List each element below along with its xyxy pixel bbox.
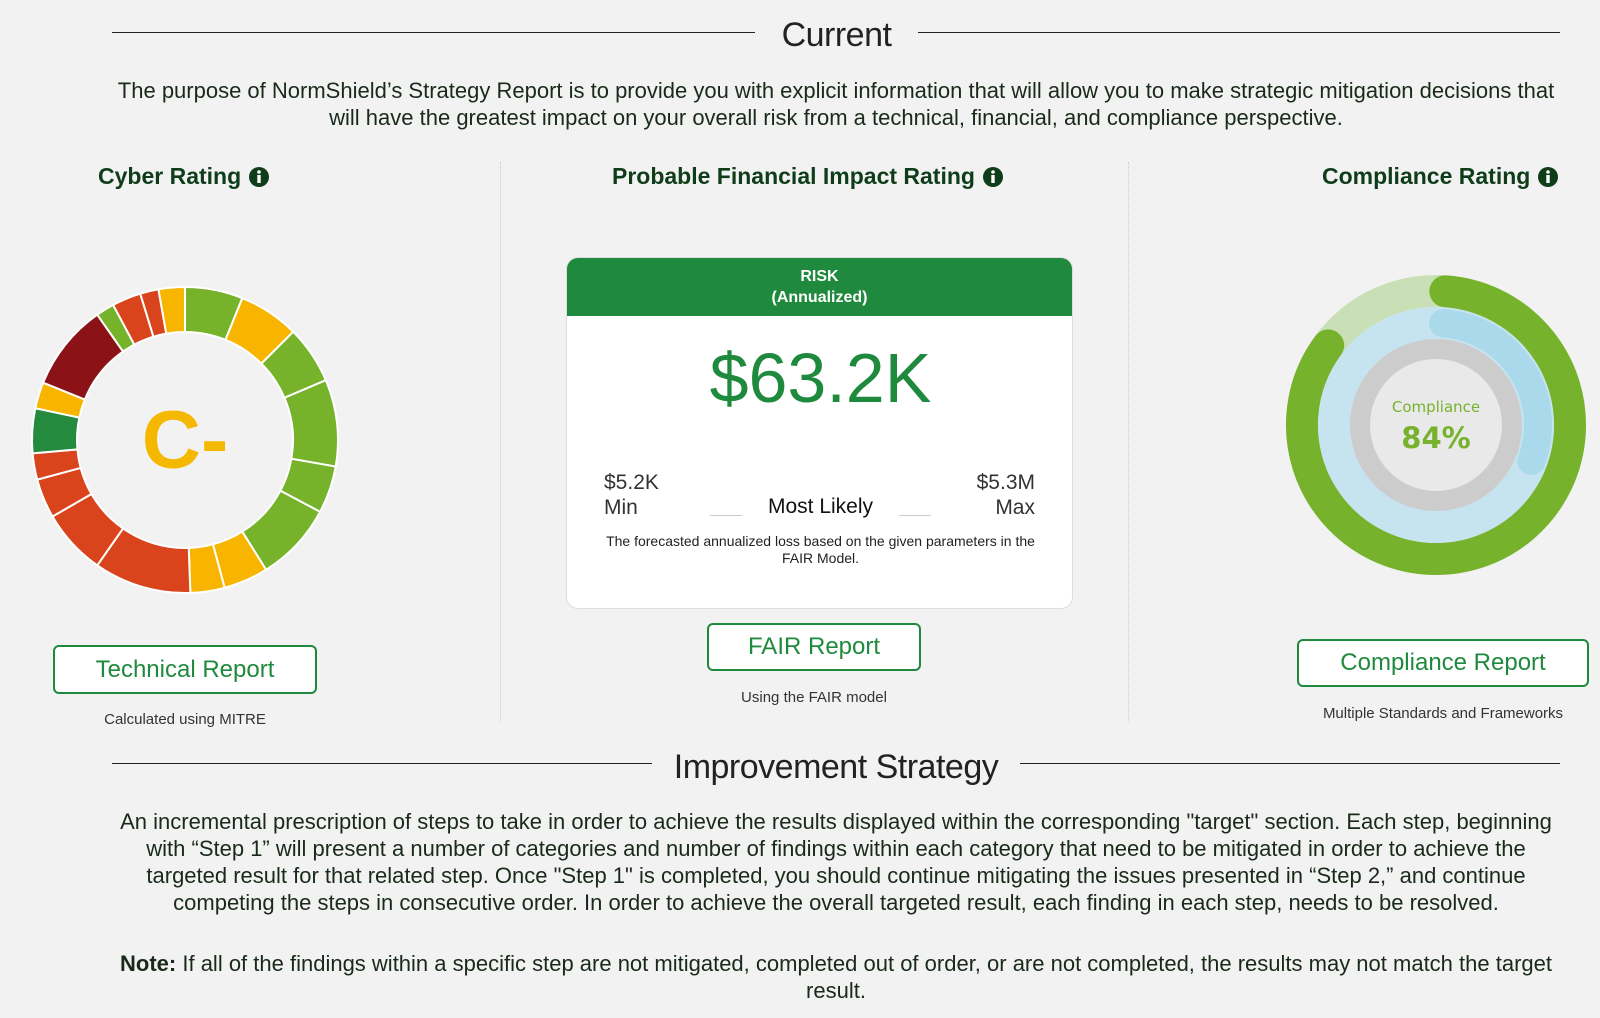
card-description: The forecasted annualized loss based on … [606,533,1035,566]
dash [899,515,931,516]
card-subtitle: (Annualized) [771,289,868,306]
note-text: If all of the findings within a specific… [182,951,1552,1003]
donut-segment [157,285,186,335]
divider-line [112,32,755,33]
financial-heading: Probable Financial Impact Rating [612,163,1003,190]
ring-progress [1286,275,1586,575]
risk-value: $63.2K [709,339,932,417]
compliance-heading: Compliance Rating [1322,163,1559,190]
column-divider [1128,162,1129,722]
card-header: RISK (Annualized) [567,258,1072,316]
cyber-donut: C- [31,285,339,594]
divider-line [918,32,1560,33]
info-icon[interactable] [982,166,1003,187]
section-title: Current [781,16,892,54]
dash [710,515,742,516]
improvement-description: An incremental prescription of steps to … [120,809,1552,915]
column-divider [500,162,501,722]
min-label: Min [604,496,638,519]
risk-card: RISK (Annualized) $63.2K $5.2K Min Most … [566,257,1073,609]
divider-line [112,763,652,764]
grade: C- [142,395,229,486]
max-value: $5.3M [976,471,1035,494]
compliance-label: Compliance [1392,398,1480,416]
compliance-report-button[interactable]: Compliance Report [1297,639,1589,687]
min-block: $5.2K Min [604,470,659,520]
improvement-note: Note: If all of the findings within a sp… [112,950,1560,1004]
min-value: $5.2K [604,471,659,494]
note: Using the FAIR model [741,689,887,706]
heading-text: Probable Financial Impact Rating [612,163,975,189]
compliance-rings: Compliance 84% [1286,275,1586,575]
note: Calculated using MITRE [104,711,266,728]
info-icon[interactable] [249,166,270,187]
heading-text: Cyber Rating [98,163,242,189]
max-label: Max [995,496,1035,519]
info-icon[interactable] [1538,166,1559,187]
cyber-heading: Cyber Rating [98,163,270,190]
section-title: Improvement Strategy [673,748,999,786]
heading-text: Compliance Rating [1322,163,1531,189]
max-block: $5.3M Max [977,470,1035,520]
card-title: RISK [800,268,839,285]
divider-line [1020,763,1560,764]
technical-report-button[interactable]: Technical Report [53,645,317,694]
ring-center [1370,359,1502,491]
compliance-value: 84% [1401,421,1470,455]
most-likely: Most Likely [767,495,874,518]
note-label: Note: [120,951,177,976]
ring-middle-progress [1320,309,1552,541]
description: The purpose of NormShield’s Strategy Rep… [117,78,1555,130]
fair-report-button[interactable]: FAIR Report [707,623,921,671]
note: Multiple Standards and Frameworks [1322,705,1564,722]
